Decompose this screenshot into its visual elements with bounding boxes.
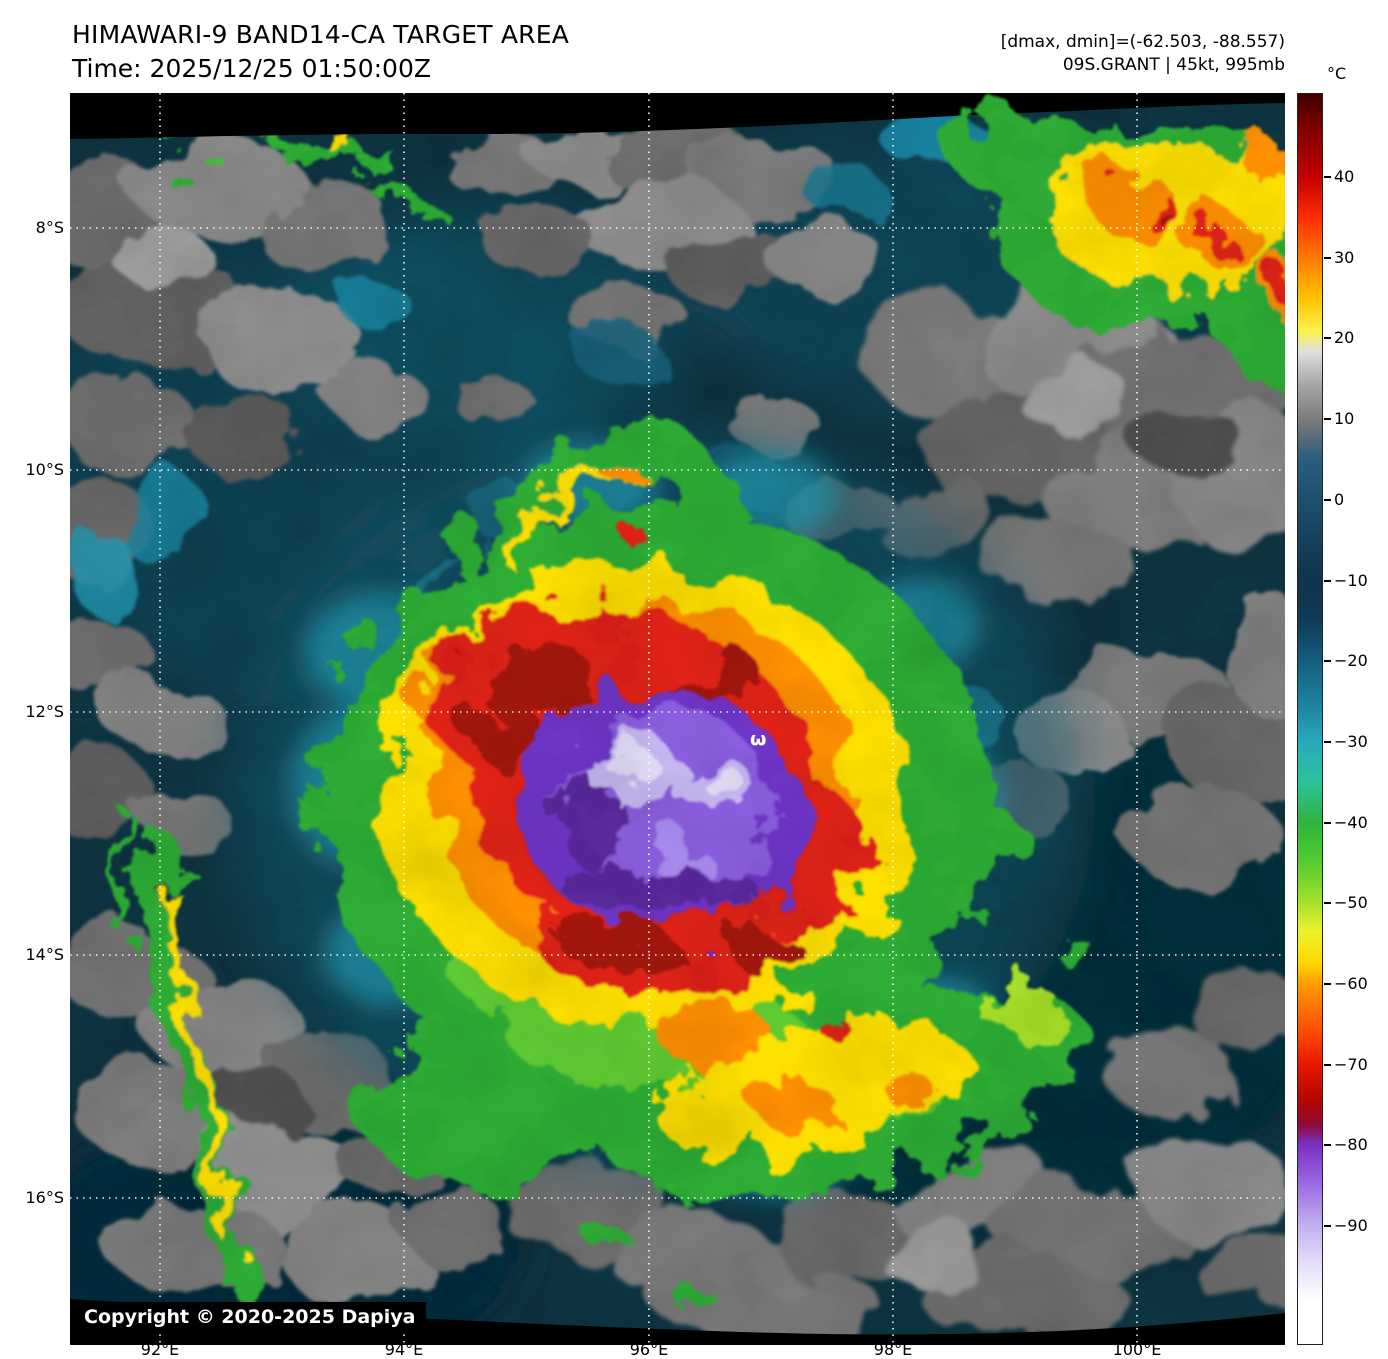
gray-cloud-layer-right: [504, 271, 1285, 1344]
colorbar-tick-label: −40: [1334, 812, 1368, 832]
colorbar-tick-mark: [1324, 1144, 1331, 1147]
topright-convection-cluster: [950, 113, 1285, 383]
timestamp: Time: 2025/12/25 01:50:00Z: [72, 54, 431, 83]
colorbar-tick-label: −90: [1334, 1216, 1368, 1236]
scattered-convection-bits: [474, 942, 1098, 1313]
lon-tick-label: 98°E: [873, 1340, 913, 1359]
colorbar-tick-label: −10: [1334, 570, 1368, 590]
colorbar-tick-label: −30: [1334, 731, 1368, 751]
storm-info-annotation: 09S.GRANT | 45kt, 995mb: [1062, 55, 1285, 75]
colorbar-tick-label: 40: [1334, 167, 1355, 186]
top-nodata-wedge: [70, 93, 1285, 139]
colorbar-tick-label: 20: [1334, 328, 1355, 348]
scene-art: [70, 93, 1285, 1345]
lat-tick-label: 16°S: [25, 1188, 64, 1207]
page-title: HIMAWARI-9 BAND14-CA TARGET AREA: [72, 20, 570, 49]
cyclone-deep-convection: [383, 527, 1062, 1156]
colorbar-tick-label: −60: [1334, 973, 1368, 993]
colorbar-tick-label: 0: [1334, 489, 1345, 509]
colorbar-tick-label: −80: [1334, 1135, 1368, 1155]
satellite-scene: ω Copyright © 2020-2025 Dapiya: [70, 93, 1285, 1345]
lat-tick-label: 10°S: [25, 459, 64, 479]
colorbar-tick-mark: [1324, 498, 1331, 501]
topleft-convection-wisps: [157, 127, 446, 220]
colorbar-tick-label: 30: [1334, 247, 1355, 267]
southwest-band: [114, 813, 252, 1289]
temperature-colorbar: [1297, 93, 1323, 1345]
lon-tick-label: 92°E: [140, 1340, 180, 1359]
cyclone-cold-core: [522, 690, 802, 932]
colorbar-tick-mark: [1324, 418, 1331, 421]
colorbar-tick-mark: [1324, 982, 1331, 985]
colorbar-unit-label: °C: [1327, 64, 1347, 83]
colorbar-tick-mark: [1324, 821, 1331, 824]
colorbar-tick-label: −70: [1334, 1054, 1368, 1074]
storm-center-marker: ω: [750, 728, 767, 750]
lon-tick-label: 96°E: [629, 1340, 669, 1359]
colorbar-tick-label: −50: [1334, 893, 1368, 913]
colorbar-tick-mark: [1324, 740, 1331, 743]
dmax-dmin-annotation: [dmax, dmin]=(-62.503, -88.557): [1000, 32, 1285, 52]
copyright-badge: Copyright © 2020-2025 Dapiya: [73, 1302, 427, 1332]
colorbar-tick-mark: [1324, 337, 1331, 340]
colorbar-tick-mark: [1324, 256, 1331, 259]
colorbar-tick-mark: [1324, 660, 1331, 663]
lon-tick-label: 100°E: [1112, 1340, 1162, 1359]
lat-tick-label: 14°S: [25, 945, 64, 964]
colorbar-tick-label: −20: [1334, 651, 1368, 671]
colorbar-tick-mark: [1324, 176, 1331, 178]
colorbar-tick-label: 10: [1334, 409, 1355, 429]
colorbar-tick-mark: [1324, 579, 1331, 582]
lat-tick-label: 12°S: [25, 701, 64, 721]
colorbar-tick-mark: [1324, 1063, 1331, 1066]
colorbar-tick-mark: [1324, 1225, 1331, 1228]
colorbar-tick-mark: [1324, 902, 1331, 905]
lat-tick-label: 8°S: [35, 217, 64, 237]
bottom-nodata-wedge: [70, 1299, 1285, 1345]
lon-tick-label: 94°E: [384, 1340, 424, 1359]
satellite-ir-image: ω: [70, 93, 1285, 1345]
